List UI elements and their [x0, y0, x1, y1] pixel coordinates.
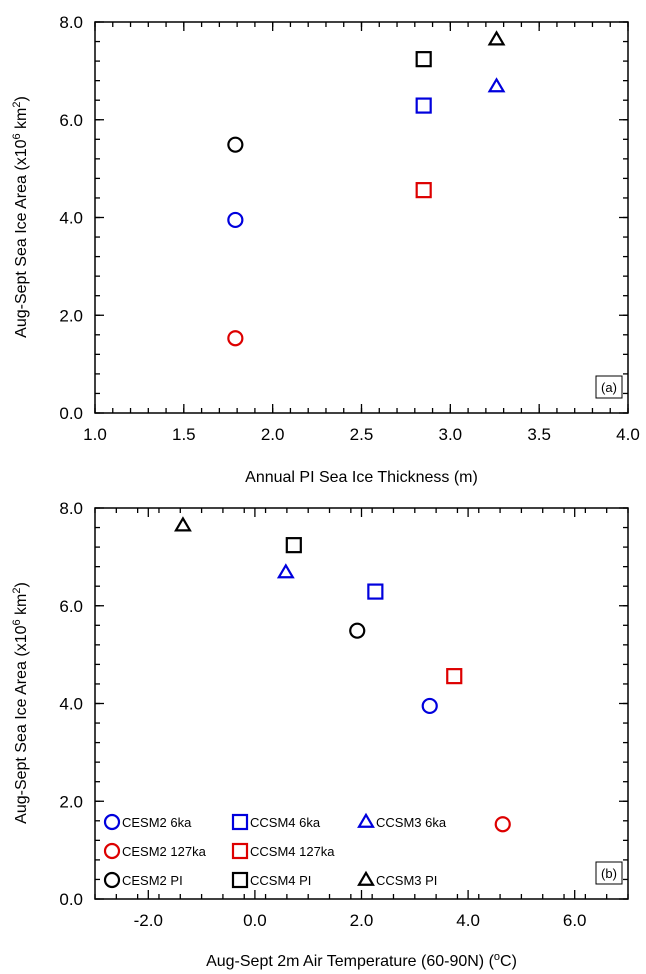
y-tick-label: 2.0 [59, 792, 83, 811]
point-cesm2-127ka [494, 816, 511, 833]
legend-marker-ccsm3-6ka [357, 812, 375, 828]
x-tick-label: 6.0 [563, 911, 587, 930]
y-tick-label: 4.0 [59, 695, 83, 714]
point-ccsm4-127ka [446, 668, 463, 685]
x-tick-label: 3.5 [527, 425, 551, 444]
x-tick-label: 2.0 [261, 425, 285, 444]
panel-a: 1.0 1.5 2.0 2.5 3.0 3.5 4.0 0.0 2.0 4.0 6.0 8.0 An… [11, 13, 640, 486]
panel-b-plot-frame [94, 507, 629, 900]
legend-marker-ccsm4-pi [231, 871, 249, 889]
x-tick-label: 1.0 [83, 425, 107, 444]
legend-label: CCSM4 6ka [250, 815, 321, 830]
legend: CESM2 6ka CCSM4 6ka CCSM3 6ka CESM2 127ka CC… [103, 812, 447, 889]
point-cesm2-6ka [421, 697, 438, 715]
legend-label: CESM2 6ka [122, 815, 192, 830]
point-ccsm4-6ka [367, 583, 384, 600]
y-tick-label: 4.0 [59, 209, 83, 228]
y-tick-label: 0.0 [59, 404, 83, 423]
panel-a-ticks [94, 21, 629, 414]
legend-marker-ccsm4-6ka [231, 813, 249, 831]
point-cesm2-pi [349, 622, 366, 639]
panel-b: -2.0 0.0 2.0 4.0 6.0 0.0 2.0 4.0 6.0 8.0 Aug-Sep… [11, 499, 629, 970]
panel-b-x-axis-label: Aug-Sept 2m Air Temperature (60-90N) (oC… [206, 951, 517, 970]
panel-b-points [174, 516, 511, 833]
panel-b-x-tick-labels: -2.0 0.0 2.0 4.0 6.0 [134, 911, 587, 930]
panel-b-tag-box [595, 861, 623, 885]
x-tick-label: 3.0 [439, 425, 463, 444]
x-tick-label: 2.5 [350, 425, 374, 444]
x-tick-label: -2.0 [134, 911, 163, 930]
point-ccsm3-pi [487, 30, 506, 46]
legend-label: CCSM4 PI [250, 873, 311, 888]
x-tick-label: 4.0 [616, 425, 640, 444]
panel-a-y-tick-labels: 0.0 2.0 4.0 6.0 8.0 [59, 13, 83, 423]
legend-label: CESM2 127ka [122, 844, 207, 859]
y-tick-label: 2.0 [59, 306, 83, 325]
panel-a-x-axis-label: Annual PI Sea Ice Thickness (m) [245, 469, 478, 486]
point-cesm2-6ka [227, 211, 244, 229]
point-cesm2-127ka [227, 330, 244, 347]
y-tick-label: 6.0 [59, 597, 83, 616]
point-ccsm3-6ka [276, 563, 295, 579]
panel-a-tag: (a) [601, 380, 617, 395]
x-tick-label: 2.0 [350, 911, 374, 930]
panel-a-tag-box [595, 375, 623, 399]
point-cesm2-pi [227, 136, 244, 153]
y-tick-label: 8.0 [59, 499, 83, 518]
legend-marker-cesm2-6ka [103, 813, 121, 831]
panel-b-y-tick-labels: 0.0 2.0 4.0 6.0 8.0 [59, 499, 83, 909]
panel-a-y-axis-label: Aug-Sept Sea Ice Area (x106 km2) [11, 96, 30, 338]
point-ccsm4-pi [415, 51, 432, 68]
panel-a-points [227, 30, 506, 347]
x-tick-label: 0.0 [243, 911, 267, 930]
panel-b-ticks [94, 507, 629, 900]
legend-marker-ccsm4-127ka [231, 842, 249, 860]
legend-marker-cesm2-127ka [103, 842, 121, 860]
legend-label: CCSM3 PI [376, 873, 437, 888]
legend-label: CESM2 PI [122, 873, 183, 888]
y-tick-label: 0.0 [59, 890, 83, 909]
panel-b-tag: (b) [601, 866, 617, 881]
panel-a-plot-frame [94, 21, 629, 414]
x-tick-label: 4.0 [456, 911, 480, 930]
panel-a-x-tick-labels: 1.0 1.5 2.0 2.5 3.0 3.5 4.0 [83, 425, 640, 444]
point-ccsm3-pi [174, 516, 192, 532]
legend-marker-cesm2-pi [103, 871, 121, 889]
point-ccsm4-127ka [415, 182, 432, 199]
point-ccsm4-6ka [415, 97, 432, 114]
point-ccsm3-6ka [487, 77, 506, 93]
x-tick-label: 1.5 [172, 425, 196, 444]
y-tick-label: 6.0 [59, 111, 83, 130]
legend-marker-ccsm3-pi [357, 870, 375, 886]
y-tick-label: 8.0 [59, 13, 83, 32]
panel-b-y-axis-label: Aug-Sept Sea Ice Area (x106 km2) [11, 582, 30, 824]
legend-label: CCSM3 6ka [376, 815, 447, 830]
point-ccsm4-pi [285, 537, 302, 554]
legend-label: CCSM4 127ka [250, 844, 335, 859]
